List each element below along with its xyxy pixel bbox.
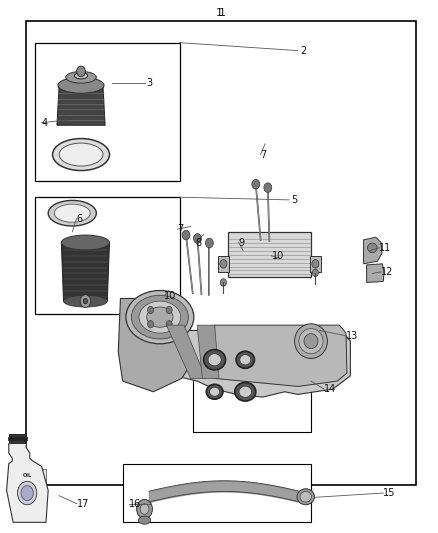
Ellipse shape: [206, 384, 223, 399]
Bar: [228, 232, 311, 277]
Ellipse shape: [53, 139, 110, 171]
Circle shape: [220, 260, 227, 268]
Circle shape: [252, 180, 260, 189]
Ellipse shape: [138, 516, 151, 524]
Circle shape: [220, 279, 226, 286]
Bar: [9, 434, 26, 443]
Ellipse shape: [240, 354, 251, 365]
Text: 14: 14: [324, 384, 336, 394]
Polygon shape: [197, 325, 219, 378]
Ellipse shape: [126, 290, 194, 344]
Text: 7: 7: [177, 224, 184, 234]
Polygon shape: [61, 243, 110, 301]
Circle shape: [140, 504, 149, 514]
Circle shape: [21, 486, 33, 500]
Polygon shape: [7, 443, 48, 522]
Text: 10: 10: [164, 291, 177, 301]
Text: 11: 11: [379, 243, 391, 253]
Polygon shape: [123, 330, 350, 397]
Circle shape: [166, 320, 172, 328]
Circle shape: [77, 66, 85, 77]
Ellipse shape: [54, 204, 90, 222]
Circle shape: [18, 481, 37, 505]
Bar: [35, 43, 180, 181]
Ellipse shape: [66, 71, 96, 83]
Text: OIL: OIL: [23, 473, 32, 478]
Ellipse shape: [59, 143, 103, 166]
Text: 1: 1: [219, 9, 226, 18]
Ellipse shape: [294, 324, 327, 358]
Ellipse shape: [239, 386, 251, 398]
Text: 7: 7: [261, 150, 267, 159]
Bar: [10, 469, 46, 506]
Ellipse shape: [58, 77, 104, 93]
Ellipse shape: [74, 72, 88, 79]
Ellipse shape: [210, 387, 219, 396]
Ellipse shape: [367, 243, 377, 253]
Polygon shape: [57, 85, 105, 125]
Circle shape: [148, 320, 154, 328]
Text: 16: 16: [129, 499, 141, 508]
Text: 10: 10: [272, 251, 284, 261]
Ellipse shape: [147, 307, 173, 327]
Circle shape: [83, 298, 88, 304]
Ellipse shape: [48, 200, 96, 226]
Bar: [193, 346, 311, 432]
Text: 3: 3: [147, 78, 153, 87]
Circle shape: [166, 306, 172, 314]
Circle shape: [137, 499, 152, 519]
Ellipse shape: [297, 489, 314, 505]
Circle shape: [312, 260, 319, 268]
Polygon shape: [118, 298, 188, 392]
Text: 13: 13: [346, 331, 358, 341]
Ellipse shape: [236, 351, 254, 368]
Ellipse shape: [64, 295, 107, 307]
Polygon shape: [367, 264, 384, 282]
Ellipse shape: [208, 354, 221, 366]
Bar: [26, 21, 416, 485]
Text: 15: 15: [383, 488, 396, 498]
Circle shape: [312, 269, 318, 277]
Text: 5: 5: [291, 195, 297, 205]
Ellipse shape: [131, 295, 188, 339]
Bar: [8, 437, 27, 440]
Text: 2: 2: [300, 46, 306, 55]
Polygon shape: [215, 325, 347, 386]
Circle shape: [264, 183, 272, 192]
Polygon shape: [364, 237, 382, 264]
Ellipse shape: [61, 235, 110, 250]
Text: 6: 6: [77, 214, 83, 223]
Ellipse shape: [204, 350, 226, 370]
Text: 4: 4: [42, 118, 48, 127]
Polygon shape: [218, 256, 229, 272]
Ellipse shape: [300, 491, 311, 502]
Circle shape: [194, 233, 201, 243]
Circle shape: [205, 238, 213, 248]
Polygon shape: [310, 256, 321, 272]
Polygon shape: [166, 325, 206, 378]
Text: 8: 8: [195, 238, 201, 247]
Ellipse shape: [235, 383, 256, 401]
Text: 12: 12: [381, 267, 393, 277]
Bar: [35, 197, 180, 314]
Text: 9: 9: [239, 238, 245, 247]
Ellipse shape: [304, 334, 318, 349]
Bar: [123, 464, 311, 522]
Text: 17: 17: [77, 499, 89, 508]
Text: 1: 1: [215, 9, 223, 18]
Ellipse shape: [139, 301, 180, 333]
Ellipse shape: [299, 328, 323, 354]
Circle shape: [148, 306, 154, 314]
Circle shape: [80, 295, 91, 308]
Circle shape: [182, 230, 190, 240]
